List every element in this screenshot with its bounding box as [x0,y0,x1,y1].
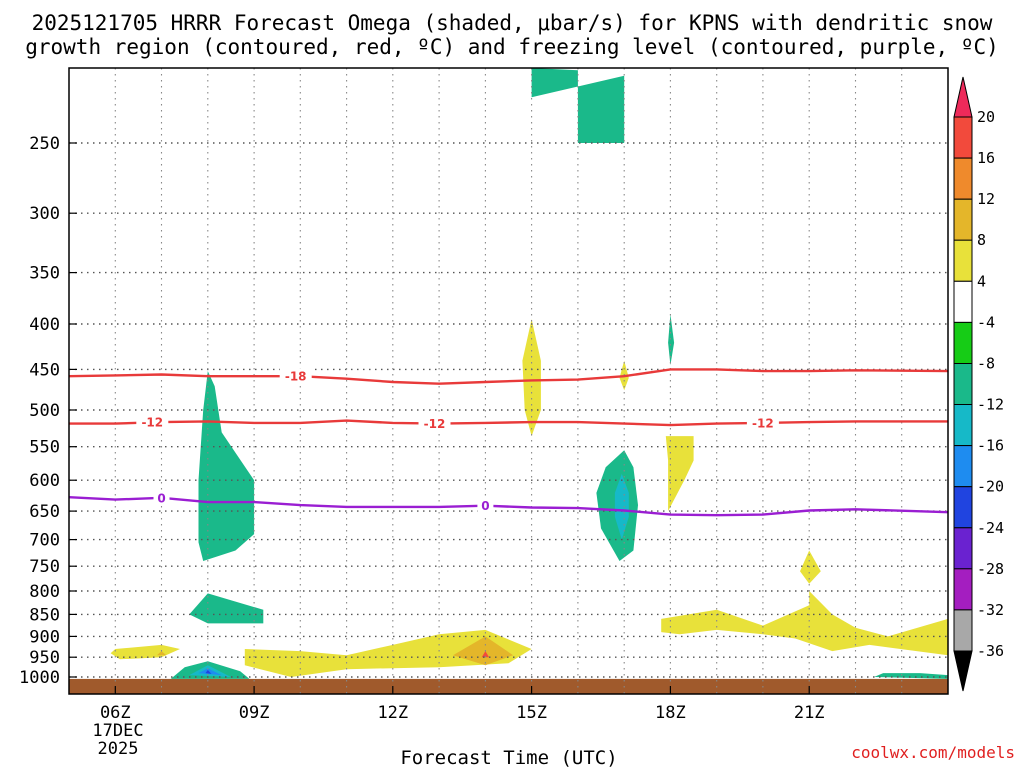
colorbar-tick-16: 16 [977,149,995,167]
x-axis-ticks: 06Z 09Z 12Z 15Z 18Z 21Z [100,686,825,723]
chart-title-line2: growth region (contoured, red, ºC) and f… [25,35,999,59]
colorbar-tick--24: -24 [977,519,1004,537]
contour-label-bg [153,489,170,506]
colorbar-box-4 [953,280,973,323]
colorbar-box-0 [953,116,973,159]
contour-label-bg [418,415,451,432]
colorbar-tick--12: -12 [977,396,1004,414]
ytick-label-800: 800 [29,582,60,602]
ytick-label-600: 600 [29,471,60,491]
omega-region-orange-14z-core [453,636,514,666]
xtick-label-06Z: 06Z [100,703,131,723]
omega-region-green-plume-08z [198,371,255,561]
ytick-label-650: 650 [29,502,60,522]
omega-region-orange-0630-dot [156,651,167,656]
surface-terrain [69,678,948,694]
contour-label--12C-1: -12 [141,416,163,430]
omega-region-cyan-08z-surface [198,668,222,676]
contour-label-0C-5: 0 [481,499,489,513]
contour-label--12C-2: -12 [424,417,446,431]
colorbar-box-6 [953,363,973,406]
xtick-label-18Z: 18Z [655,703,686,723]
contour--12C [69,419,948,427]
colorbar-box-10 [953,527,973,570]
colorbar-box-2 [953,198,973,241]
contour-label-bg [136,414,169,431]
colorbar-box-9 [953,486,973,529]
colorbar-top-arrow [953,76,973,118]
omega-region-yellow-21z-blip [800,550,821,584]
ytick-label-850: 850 [29,605,60,625]
contour-label-bg [279,368,312,385]
colorbar-tick--8: -8 [977,355,995,373]
ytick-label-500: 500 [29,401,60,421]
colorbar-bottom-arrow [953,650,973,692]
omega-region-green-surface-22z [874,673,948,679]
date-label-year: 2025 [98,739,139,759]
ytick-label-1000: 1000 [19,668,60,688]
colorbar-tick-12: 12 [977,190,995,208]
omega-shading [110,68,948,679]
colorbar-tick--16: -16 [977,437,1004,455]
x-axis-label: Forecast Time (UTC) [400,747,617,768]
colorbar-tick--36: -36 [977,642,1004,660]
colorbar-box-8 [953,445,973,488]
xtick-label-12Z: 12Z [377,703,408,723]
ytick-label-550: 550 [29,438,60,458]
colorbar-box-12 [953,609,973,652]
chart-title-line1: 2025121705 HRRR Forecast Omega (shaded, … [32,11,993,35]
ytick-label-300: 300 [29,204,60,224]
ytick-label-700: 700 [29,531,60,551]
contour-label-0C-4: 0 [157,491,165,505]
ytick-label-950: 950 [29,648,60,668]
contour-labels: -18 -12 -12 -12 0 0 [136,368,779,514]
xtick-label-09Z: 09Z [239,703,270,723]
omega-region-green-patch-08z-850 [189,593,264,624]
ytick-label-450: 450 [29,360,60,380]
colorbar-box-1 [953,157,973,200]
ytick-label-250: 250 [29,134,60,154]
y-axis-ticks: 2503003504004505005506006507007508008509… [19,134,77,688]
colorbar-box-3 [953,239,973,282]
colorbar-tick-4: 4 [977,272,986,290]
omega-region-green-spike-18z [668,314,675,366]
ytick-label-350: 350 [29,264,60,284]
omega-region-yellow-15z-column [522,319,541,437]
ytick-label-400: 400 [29,315,60,335]
colorbar-box-5 [953,321,973,364]
omega-region-red-14z-dot [481,651,490,658]
colorbar-tick--32: -32 [977,601,1004,619]
terrain-strip [69,678,948,694]
omega-region-yellow-low-band [244,629,532,677]
colorbar-tick-8: 8 [977,231,986,249]
colorbar-box-7 [953,404,973,447]
credit-text: coolwx.com/models [851,743,1015,762]
xtick-label-21Z: 21Z [794,703,825,723]
contour-label--18C-0: -18 [285,370,307,384]
colorbar-tick-20: 20 [977,108,995,126]
ytick-label-750: 750 [29,557,60,577]
colorbar-tick--20: -20 [977,478,1004,496]
colorbar: 20 16 12 8 4 -4 -8 -12 -16 -20 -24 -28 -32 -36 [953,76,1004,692]
omega-region-blue-08z-core [205,670,212,674]
colorbar-tick--4: -4 [977,313,995,331]
date-label-day: 17DEC [92,721,143,741]
xtick-label-15Z: 15Z [516,703,547,723]
contour--18C [68,368,949,385]
contour-label--12C-3: -12 [752,416,774,430]
ytick-label-900: 900 [29,627,60,647]
contour-label-bg [477,497,494,514]
omega-region-teal-eye-17z [614,473,629,540]
omega-region-yellow-18z-column [665,436,694,512]
contour-label-bg [746,414,779,431]
colorbar-box-11 [953,568,973,611]
colorbar-tick--28: -28 [977,560,1004,578]
omega-region-yellow-0630-cell [110,644,180,660]
omega-region-yellow-late-band [661,591,948,656]
plot-frame [68,67,949,695]
